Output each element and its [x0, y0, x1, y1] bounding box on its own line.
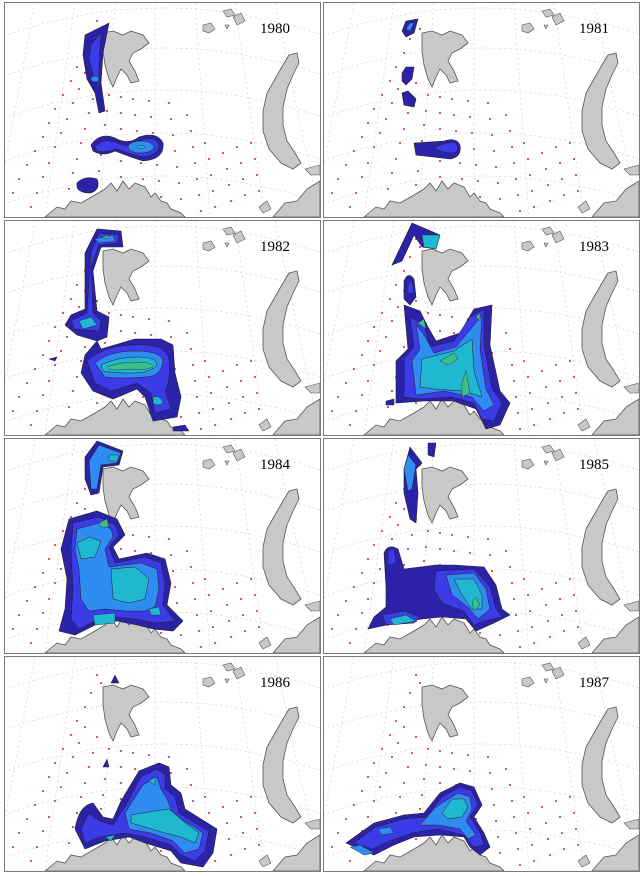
- map-panel-1980: 1980: [4, 2, 321, 218]
- year-label: 1984: [260, 457, 290, 473]
- year-label: 1987: [579, 675, 609, 691]
- year-label: 1985: [579, 457, 609, 473]
- map-1987: [324, 657, 639, 871]
- map-1986: [5, 657, 320, 871]
- map-1980: [5, 3, 320, 217]
- year-label: 1980: [260, 21, 290, 37]
- year-label: 1982: [260, 239, 290, 255]
- map-panel-1986: 1986: [4, 656, 321, 872]
- map-panel-1987: 1987: [323, 656, 640, 872]
- map-panel-1984: 1984: [4, 438, 321, 654]
- map-1981: [324, 3, 639, 217]
- map-1984: [5, 439, 320, 653]
- map-panel-1981: 1981: [323, 2, 640, 218]
- map-panel-1983: 1983: [323, 220, 640, 436]
- map-1982: [5, 221, 320, 435]
- year-label: 1986: [260, 675, 290, 691]
- map-panel-1985: 1985: [323, 438, 640, 654]
- map-1985: [324, 439, 639, 653]
- year-label: 1983: [579, 239, 609, 255]
- map-1983: [324, 221, 639, 435]
- map-panel-1982: 1982: [4, 220, 321, 436]
- year-label: 1981: [579, 21, 609, 37]
